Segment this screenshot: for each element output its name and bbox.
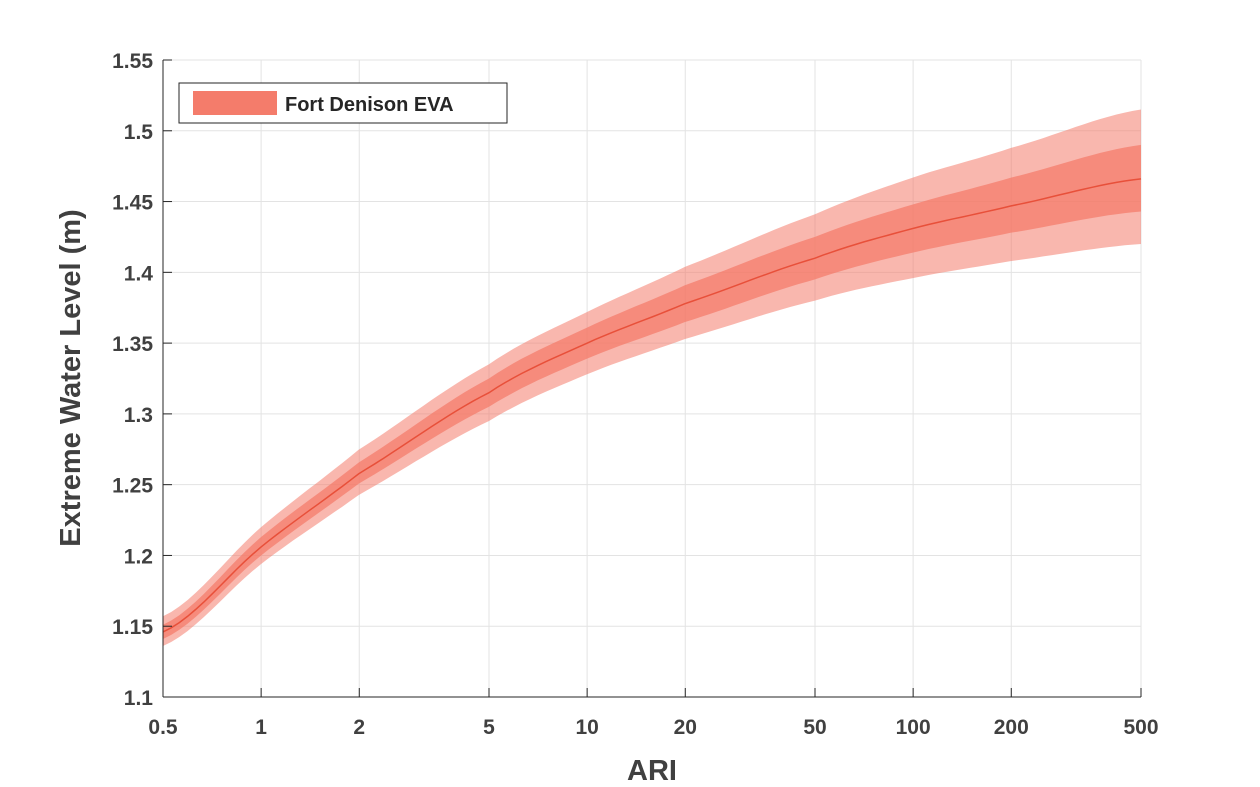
legend-label: Fort Denison EVA	[285, 94, 454, 116]
x-tick-label: 200	[994, 716, 1029, 739]
y-tick-label: 1.35	[112, 333, 153, 356]
x-tick-label: 500	[1123, 716, 1158, 739]
legend: Fort Denison EVA	[178, 82, 508, 124]
x-tick-label: 0.5	[148, 716, 178, 739]
y-tick-label: 1.25	[112, 475, 153, 498]
y-tick-label: 1.55	[112, 50, 153, 73]
confidence-band-inner	[163, 144, 1141, 639]
x-tick-label: 20	[674, 716, 697, 739]
y-tick-label: 1.45	[112, 192, 153, 215]
x-tick-label: 50	[803, 716, 826, 739]
x-tick-label: 1	[255, 716, 267, 739]
y-tick-label: 1.3	[124, 404, 153, 427]
tick-labels: 0.5 1 2 5 10 20 50 100 200 500 1.1 1.15 1.2 1.25 1.3 1.…	[112, 50, 1158, 739]
x-tick-label: 100	[896, 716, 931, 739]
confidence-bands	[163, 109, 1141, 646]
y-axis-title: Extreme Water Level (m)	[55, 209, 87, 546]
x-tick-label: 5	[483, 716, 495, 739]
legend-swatch	[193, 91, 277, 115]
y-tick-label: 1.2	[124, 545, 153, 568]
x-axis-title: ARI	[627, 755, 677, 787]
y-tick-label: 1.4	[124, 262, 154, 285]
y-tick-label: 1.5	[124, 121, 154, 144]
y-tick-label: 1.1	[124, 687, 154, 710]
series-lines	[162, 178, 1142, 633]
x-tick-label: 10	[575, 716, 598, 739]
axes	[162, 59, 1142, 698]
y-tick-label: 1.15	[112, 616, 153, 639]
x-tick-label: 2	[353, 716, 365, 739]
series-line-fort-denison	[162, 178, 1142, 633]
